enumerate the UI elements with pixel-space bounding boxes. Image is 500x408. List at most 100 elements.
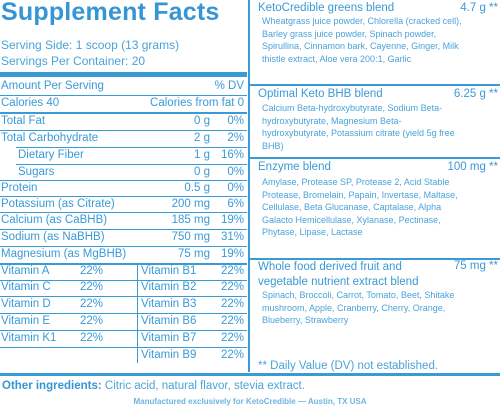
vitamin-name: Vitamin D <box>1 298 51 310</box>
vitamin-dv: 22% <box>79 332 103 344</box>
column-divider <box>248 0 250 372</box>
divider <box>0 112 247 114</box>
nutrient-label: Sodium (as NaBHB) <box>1 231 105 243</box>
blend-ingredients: Calcium Beta-hydroxybutyrate, Sodium Bet… <box>262 103 455 151</box>
thick-rule <box>0 72 247 77</box>
blend-ingredients: Spinach, Broccoli, Carrot, Tomato, Beet,… <box>262 290 455 325</box>
blend-title: Enzyme blend <box>258 161 331 173</box>
divider <box>0 196 247 197</box>
vitamin-dv: 22% <box>79 315 103 327</box>
divider <box>138 296 247 297</box>
divider <box>0 212 247 213</box>
vitamin-dv: 22% <box>220 281 244 293</box>
nutrient-dv: 2% <box>227 132 244 144</box>
vitamin-row: Vitamin A 22% <box>0 263 106 280</box>
vitamin-dv: 22% <box>79 265 103 277</box>
divider <box>138 347 247 348</box>
calories-from-fat: Calories from fat 0 <box>150 97 244 109</box>
divider <box>0 229 247 230</box>
divider <box>16 147 247 148</box>
vitamin-column-divider <box>137 263 138 363</box>
dv-footnote: ** Daily Value (DV) not established. <box>258 360 439 372</box>
blend-amount: 75 mg ** <box>453 260 498 272</box>
vitamin-name: Vitamin K1 <box>1 332 57 344</box>
divider <box>0 246 247 247</box>
divider <box>0 280 137 281</box>
serving-size: Serving Side: 1 scoop (13 grams) <box>1 38 180 52</box>
vitamin-dv: 22% <box>79 298 103 310</box>
blend-title: Optimal Keto BHB blend <box>258 88 383 100</box>
other-ingredients-text: Citric acid, natural flavor, stevia extr… <box>101 380 305 392</box>
other-ingredients: Other ingredients: Citric acid, natural … <box>2 380 305 392</box>
nutrient-label: Dietary Fiber <box>18 149 84 161</box>
vitamin-row: Vitamin C 22% <box>0 279 106 296</box>
nutrient-row: Total Carbohydrate 2 g 2% <box>0 130 247 147</box>
vitamin-dv: 22% <box>79 281 103 293</box>
nutrient-amount: 0 g <box>194 115 210 127</box>
vitamin-dv: 22% <box>220 315 244 327</box>
divider <box>250 258 500 260</box>
vitamin-name: Vitamin A <box>1 265 50 277</box>
divider <box>138 330 247 331</box>
nutrient-label: Calcium (as CaBHB) <box>1 214 108 226</box>
blend-ingredients: Wheatgrass juice powder, Chlorella (crac… <box>262 16 462 64</box>
vitamin-dv: 22% <box>220 349 244 361</box>
divider <box>0 330 137 331</box>
amount-header-row: Amount Per Serving % DV <box>0 78 247 95</box>
vitamin-name: Vitamin B3 <box>141 298 197 310</box>
nutrient-dv: 0% <box>227 182 244 194</box>
nutrient-row: Magnesium (as MgBHB) 75 mg 19% <box>0 246 247 263</box>
blend-amount: 6.25 g ** <box>453 88 498 100</box>
nutrient-amount: 75 mg <box>178 248 210 260</box>
vitamin-row: Vitamin B1 22% <box>140 263 247 280</box>
divider <box>0 347 137 348</box>
vitamin-row: Vitamin B2 22% <box>140 279 247 296</box>
nutrient-dv: 16% <box>220 149 244 161</box>
nutrient-row: Sugars 0 g 0% <box>0 164 247 181</box>
vitamin-name: Vitamin C <box>1 281 51 293</box>
servings-per-container: Servings Per Container: 20 <box>1 54 146 68</box>
nutrient-row: Dietary Fiber 1 g 16% <box>0 147 247 164</box>
nutrient-dv: 0% <box>227 166 244 178</box>
vitamin-dv: 22% <box>220 298 244 310</box>
divider <box>0 180 247 181</box>
nutrient-dv: 19% <box>220 214 244 226</box>
vitamin-dv: 22% <box>220 332 244 344</box>
nutrient-amount: 0 g <box>194 166 210 178</box>
other-ingredients-label: Other ingredients: <box>2 380 102 392</box>
divider <box>138 280 247 281</box>
blend-title: Whole food derived fruit and vegetable n… <box>258 261 419 288</box>
vitamin-name: Vitamin B2 <box>141 281 197 293</box>
vitamin-row: Vitamin E 22% <box>0 313 106 330</box>
nutrient-amount: 1 g <box>194 149 210 161</box>
divider <box>0 313 137 314</box>
calories-label: Calories 40 <box>1 97 60 109</box>
nutrient-row: Calcium (as CaBHB) 185 mg 19% <box>0 212 247 229</box>
vitamin-row: Vitamin B7 22% <box>140 330 247 347</box>
blend-amount: 100 mg ** <box>447 161 498 173</box>
nutrient-dv: 0% <box>227 115 244 127</box>
manufacturer-note: Manufactured exclusively for KetoCredibl… <box>133 397 367 406</box>
nutrient-label: Magnesium (as MgBHB) <box>1 248 127 260</box>
nutrient-label: Protein <box>1 182 38 194</box>
nutrient-amount: 0.5 g <box>184 182 210 194</box>
nutrient-label: Sugars <box>18 166 55 178</box>
label-title: Supplement Facts <box>1 0 220 26</box>
vitamin-row: Vitamin B3 22% <box>140 296 247 313</box>
nutrient-row: Total Fat 0 g 0% <box>0 113 247 130</box>
nutrient-amount: 200 mg <box>171 198 210 210</box>
vitamin-row: Vitamin B6 22% <box>140 313 247 330</box>
blend-title: KetoCredible greens blend <box>258 2 395 14</box>
blend-ingredients: Amylase, Protease SP, Protease 2, Acid S… <box>262 177 458 237</box>
vitamin-row: Vitamin B9 22% <box>140 347 247 364</box>
nutrient-row: Protein 0.5 g 0% <box>0 180 247 197</box>
vitamin-name: Vitamin B1 <box>141 265 197 277</box>
nutrient-dv: 31% <box>220 231 244 243</box>
nutrient-label: Total Carbohydrate <box>1 132 99 144</box>
vitamin-row: Vitamin D 22% <box>0 296 106 313</box>
vitamin-name: Vitamin B6 <box>141 315 197 327</box>
nutrient-row: Potassium (as Citrate) 200 mg 6% <box>0 196 247 213</box>
divider <box>0 95 247 96</box>
vitamin-name: Vitamin E <box>1 315 51 327</box>
amount-header: Amount Per Serving <box>1 80 104 92</box>
